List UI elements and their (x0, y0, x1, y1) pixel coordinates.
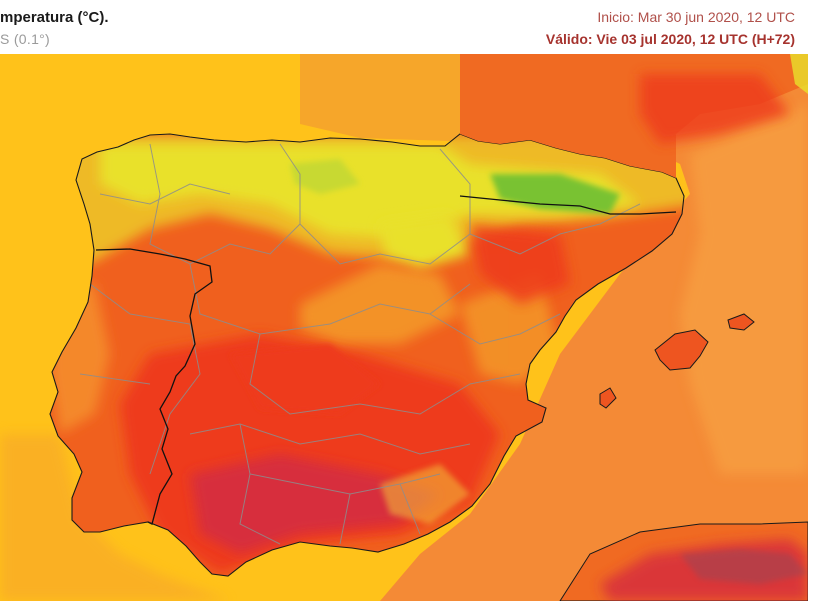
cold-water-patch (680, 104, 808, 474)
model-resolution: S (0.1°) (0, 31, 51, 47)
map-header: mperatura (°C). S (0.1°) Inicio: Mar 30 … (0, 0, 813, 54)
iberian-peninsula (49, 133, 685, 577)
right-margin (808, 0, 813, 601)
national-frontiers (95, 195, 677, 525)
region-borders (79, 143, 641, 545)
temperature-map[interactable] (0, 54, 808, 601)
france-south-hot (640, 74, 790, 144)
map-title: mperatura (°C). (0, 9, 109, 26)
run-start-time: Inicio: Mar 30 jun 2020, 12 UTC (597, 9, 795, 25)
valid-time: Válido: Vie 03 jul 2020, 12 UTC (H+72) (545, 31, 795, 47)
balearic-islands (599, 313, 755, 409)
alps-cool (790, 54, 808, 94)
atlas-relief (680, 549, 808, 584)
warm-sea-band (0, 434, 230, 601)
